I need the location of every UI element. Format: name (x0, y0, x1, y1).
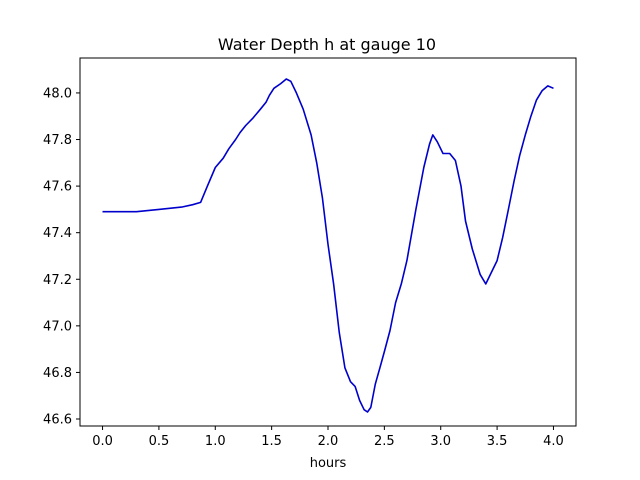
x-tick-label: 3.0 (430, 434, 451, 449)
y-tick-label: 48.0 (43, 86, 72, 101)
y-tick-label: 47.6 (43, 180, 72, 195)
chart-title: Water Depth h at gauge 10 (218, 35, 436, 54)
x-tick-label: 2.0 (318, 434, 339, 449)
x-tick-label: 0.0 (92, 434, 113, 449)
x-tick-label: 1.5 (261, 434, 282, 449)
x-tick-label: 2.5 (374, 434, 395, 449)
x-axis-label: hours (310, 456, 347, 471)
y-tick-label: 46.8 (43, 366, 72, 381)
series-layer (102, 78, 554, 413)
y-tick-label: 46.6 (43, 413, 72, 428)
series-line-0 (102, 78, 554, 413)
x-tick-label: 0.5 (149, 434, 170, 449)
y-tick-label: 47.0 (43, 319, 72, 334)
y-tick-label: 47.2 (43, 273, 72, 288)
x-axis: 0.0 0.5 1.0 1.5 2.0 2.5 3.0 3.5 4.0 (92, 426, 564, 449)
y-axis: 46.6 46.8 47.0 47.2 47.4 47.6 47.8 48.0 (43, 86, 80, 428)
x-tick-label: 1.0 (205, 434, 226, 449)
y-tick-label: 47.4 (43, 226, 72, 241)
x-tick-label: 4.0 (543, 434, 564, 449)
y-tick-label: 47.8 (43, 133, 72, 148)
x-tick-label: 3.5 (487, 434, 508, 449)
